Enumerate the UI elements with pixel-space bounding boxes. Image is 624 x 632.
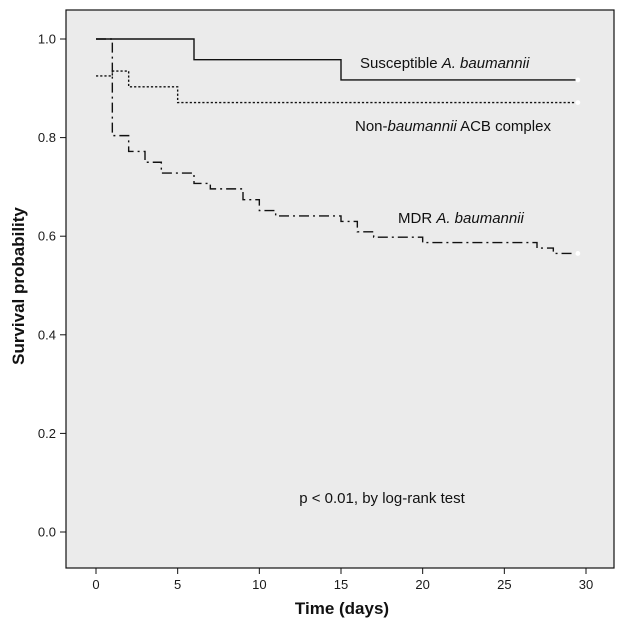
x-tick-label: 0 <box>92 577 99 592</box>
x-tick-label: 20 <box>415 577 429 592</box>
censor-marker <box>575 100 581 105</box>
series-line-0 <box>96 38 578 81</box>
y-tick-label: 0.4 <box>38 327 56 342</box>
log-rank-annotation: p < 0.01, by log-rank test <box>299 490 465 507</box>
series-labels: Susceptible A. baumannii Non-baumannii AC… <box>355 55 551 227</box>
plot-frame <box>65 9 615 569</box>
series-layer <box>96 38 581 256</box>
censor-marker <box>575 77 581 83</box>
x-tick-label: 5 <box>174 577 181 592</box>
x-tick-label: 30 <box>579 577 593 592</box>
y-tick-label: 0.6 <box>38 229 56 244</box>
y-axis-title: Survival probability <box>9 207 28 365</box>
y-tick-label: 0.8 <box>38 130 56 145</box>
plot-area <box>66 10 614 568</box>
series-label: Non-baumannii ACB complex <box>355 118 551 135</box>
series-line-2 <box>96 38 578 255</box>
censor-marker <box>575 251 581 256</box>
series-line-1 <box>96 70 578 104</box>
series-label: Susceptible A. baumannii <box>360 55 530 72</box>
y-tick-label: 0.0 <box>38 525 56 540</box>
series-label: MDR A. baumannii <box>398 210 525 227</box>
x-tick-label: 10 <box>252 577 266 592</box>
x-tick-label: 25 <box>497 577 511 592</box>
x-axis-title: Time (days) <box>295 599 389 618</box>
x-tick-label: 15 <box>334 577 348 592</box>
y-axis: 0.0 0.2 0.4 0.6 0.8 1.0 <box>38 32 66 540</box>
x-axis: 0 5 10 15 20 25 30 <box>92 568 593 592</box>
y-tick-label: 0.2 <box>38 426 56 441</box>
y-tick-label: 1.0 <box>38 32 56 47</box>
